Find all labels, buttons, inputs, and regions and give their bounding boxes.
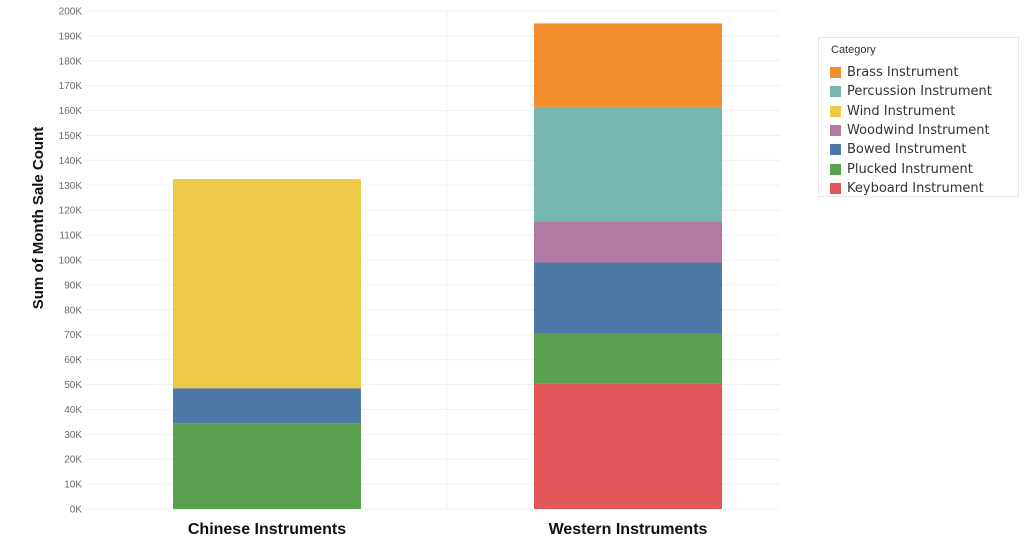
- bar-segment[interactable]: [534, 106, 722, 222]
- x-axis-labels: Chinese Instruments Western Instruments: [188, 521, 708, 538]
- legend-title: Category: [831, 44, 876, 56]
- y-tick-label: 90K: [64, 280, 82, 291]
- legend-swatch: [830, 182, 841, 194]
- y-tick-label: 130K: [59, 181, 83, 192]
- bar-segment[interactable]: [173, 423, 361, 509]
- bar-segment[interactable]: [173, 388, 361, 424]
- y-tick-label: 0K: [70, 505, 83, 516]
- y-tick-label: 170K: [59, 81, 83, 92]
- legend-label: Brass Instrument: [847, 65, 959, 81]
- y-tick-label: 140K: [59, 156, 83, 167]
- y-tick-label: 110K: [59, 231, 82, 242]
- legend-item[interactable]: Woodwind Instrument: [830, 121, 1018, 140]
- y-tick-label: 150K: [59, 131, 83, 142]
- legend-swatch: [830, 86, 841, 98]
- legend-item[interactable]: Brass Instrument: [830, 63, 1018, 82]
- legend-item[interactable]: Wind Instrument: [830, 102, 1018, 121]
- bar-segment[interactable]: [534, 23, 722, 107]
- y-tick-label: 120K: [59, 206, 83, 217]
- legend-swatch: [830, 144, 841, 156]
- y-tick-label: 200K: [59, 7, 83, 18]
- y-axis-ticks: 0K 10K 20K 30K 40K 50K 60K 70K 80K 90K 100K 110K 120…: [59, 7, 83, 516]
- legend-list: Brass Instrument Percussion Instrument Win…: [819, 63, 1018, 198]
- x-category-label: Chinese Instruments: [188, 521, 346, 538]
- legend-item[interactable]: Percussion Instrument: [830, 82, 1018, 101]
- y-tick-label: 10K: [64, 480, 82, 491]
- bar-segment[interactable]: [534, 262, 722, 334]
- y-tick-label: 30K: [64, 430, 82, 441]
- bar-segment[interactable]: [173, 179, 361, 389]
- y-tick-label: 40K: [64, 405, 82, 416]
- legend-label: Keyboard Instrument: [847, 180, 984, 196]
- y-tick-label: 100K: [59, 256, 83, 267]
- y-tick-label: 160K: [59, 106, 83, 117]
- x-category-label: Western Instruments: [549, 521, 708, 538]
- bars: [173, 23, 722, 509]
- y-tick-label: 80K: [64, 305, 82, 316]
- legend: Category Brass Instrument Percussion Inst…: [818, 37, 1019, 197]
- legend-item[interactable]: Keyboard Instrument: [830, 179, 1018, 198]
- y-tick-label: 190K: [59, 31, 83, 42]
- legend-item[interactable]: Bowed Instrument: [830, 140, 1018, 159]
- bar-segment[interactable]: [534, 333, 722, 384]
- legend-label: Percussion Instrument: [847, 84, 992, 100]
- legend-label: Wind Instrument: [847, 103, 956, 119]
- legend-label: Plucked Instrument: [847, 161, 973, 177]
- legend-label: Woodwind Instrument: [847, 123, 990, 139]
- legend-swatch: [830, 163, 841, 175]
- legend-swatch: [830, 67, 841, 79]
- y-tick-label: 20K: [64, 455, 82, 466]
- bar-segment[interactable]: [534, 383, 722, 509]
- y-tick-label: 180K: [59, 56, 83, 67]
- legend-label: Bowed Instrument: [847, 142, 967, 158]
- y-tick-label: 60K: [64, 355, 82, 366]
- legend-item[interactable]: Plucked Instrument: [830, 159, 1018, 178]
- y-tick-label: 50K: [64, 380, 82, 391]
- legend-swatch: [830, 125, 841, 137]
- bar-segment[interactable]: [534, 221, 722, 263]
- y-tick-label: 70K: [64, 330, 82, 341]
- legend-swatch: [830, 105, 841, 117]
- y-axis-title: Sum of Month Sale Count: [30, 127, 47, 309]
